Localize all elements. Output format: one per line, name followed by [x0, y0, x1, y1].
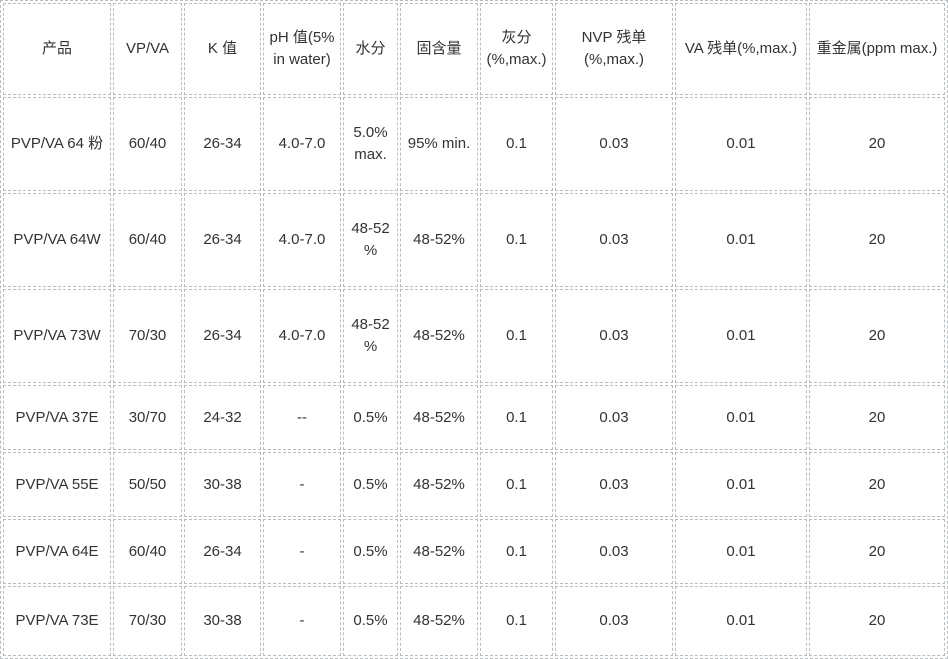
cell-moisture: 0.5% — [343, 452, 398, 517]
cell-k-value: 26-34 — [184, 289, 261, 383]
column-header-k-value: K 值 — [184, 3, 261, 95]
cell-vp-va: 60/40 — [113, 519, 182, 584]
cell-ash: 0.1 — [480, 289, 553, 383]
cell-vp-va: 60/40 — [113, 97, 182, 191]
cell-solid-content: 95% min. — [400, 97, 478, 191]
cell-solid-content: 48-52% — [400, 586, 478, 656]
cell-moisture: 5.0% max. — [343, 97, 398, 191]
cell-solid-content: 48-52% — [400, 519, 478, 584]
column-header-solid-content: 固含量 — [400, 3, 478, 95]
header-row: 产品 VP/VA K 值 pH 值(5% in water) 水分 固含量 灰分 (%,ma… — [3, 3, 945, 95]
cell-va-residual: 0.01 — [675, 452, 807, 517]
cell-product: PVP/VA 73E — [3, 586, 111, 656]
column-header-ph-value: pH 值(5% in water) — [263, 3, 341, 95]
cell-ash: 0.1 — [480, 385, 553, 450]
cell-ph-value: 4.0-7.0 — [263, 289, 341, 383]
cell-ash: 0.1 — [480, 519, 553, 584]
cell-k-value: 26-34 — [184, 97, 261, 191]
cell-moisture: 0.5% — [343, 385, 398, 450]
cell-product: PVP/VA 64E — [3, 519, 111, 584]
cell-ash: 0.1 — [480, 586, 553, 656]
table-row: PVP/VA 73E 70/30 30-38-0.5% 48-52% 0.1 0.03 0.… — [3, 586, 945, 656]
cell-ash: 0.1 — [480, 452, 553, 517]
cell-va-residual: 0.01 — [675, 289, 807, 383]
cell-moisture: 48-52 % — [343, 289, 398, 383]
cell-vp-va: 60/40 — [113, 193, 182, 287]
table-row: PVP/VA 37E 30/70 24-32 -- 0.5% 48-52% 0.1 0.03 0… — [3, 385, 945, 450]
cell-product: PVP/VA 73W — [3, 289, 111, 383]
cell-solid-content: 48-52% — [400, 385, 478, 450]
cell-k-value: 30-38 — [184, 586, 261, 656]
column-header-nvp-residual: NVP 残单 (%,max.) — [555, 3, 673, 95]
cell-solid-content: 48-52% — [400, 452, 478, 517]
cell-k-value: 24-32 — [184, 385, 261, 450]
table-row: PVP/VA 64E 60/40 26-34-0.5% 48-52% 0.1 0.03 0.… — [3, 519, 945, 584]
cell-heavy-metals: 20 — [809, 519, 945, 584]
column-header-heavy-metals: 重金属(ppm max.) — [809, 3, 945, 95]
cell-ash: 0.1 — [480, 97, 553, 191]
cell-nvp-residual: 0.03 — [555, 452, 673, 517]
cell-heavy-metals: 20 — [809, 452, 945, 517]
cell-heavy-metals: 20 — [809, 385, 945, 450]
table-row: PVP/VA 64W 60/40 26-34 4.0-7.0 48-52 % 48-52%… — [3, 193, 945, 287]
cell-vp-va: 70/30 — [113, 289, 182, 383]
cell-k-value: 26-34 — [184, 519, 261, 584]
cell-va-residual: 0.01 — [675, 193, 807, 287]
cell-va-residual: 0.01 — [675, 97, 807, 191]
column-header-ash: 灰分 (%,max.) — [480, 3, 553, 95]
cell-product: PVP/VA 64 粉 — [3, 97, 111, 191]
cell-vp-va: 50/50 — [113, 452, 182, 517]
cell-nvp-residual: 0.03 — [555, 586, 673, 656]
cell-nvp-residual: 0.03 — [555, 519, 673, 584]
cell-nvp-residual: 0.03 — [555, 289, 673, 383]
table-row: PVP/VA 55E 50/50 30-38-0.5% 48-52% 0.1 0.03 0.… — [3, 452, 945, 517]
column-header-va-residual: VA 残单(%,max.) — [675, 3, 807, 95]
table-row: PVP/VA 73W 70/30 26-34 4.0-7.0 48-52 % 48-52%… — [3, 289, 945, 383]
cell-heavy-metals: 20 — [809, 97, 945, 191]
cell-ph-value: - — [263, 452, 341, 517]
cell-product: PVP/VA 55E — [3, 452, 111, 517]
cell-heavy-metals: 20 — [809, 193, 945, 287]
cell-va-residual: 0.01 — [675, 586, 807, 656]
column-header-product: 产品 — [3, 3, 111, 95]
cell-solid-content: 48-52% — [400, 193, 478, 287]
cell-solid-content: 48-52% — [400, 289, 478, 383]
cell-moisture: 48-52 % — [343, 193, 398, 287]
cell-ph-value: 4.0-7.0 — [263, 193, 341, 287]
table-body: PVP/VA 64 粉 60/40 26-34 4.0-7.0 5.0% max. 95%… — [3, 97, 945, 656]
column-header-moisture: 水分 — [343, 3, 398, 95]
cell-ph-value: - — [263, 519, 341, 584]
cell-vp-va: 30/70 — [113, 385, 182, 450]
cell-k-value: 26-34 — [184, 193, 261, 287]
cell-product: PVP/VA 37E — [3, 385, 111, 450]
cell-k-value: 30-38 — [184, 452, 261, 517]
cell-va-residual: 0.01 — [675, 385, 807, 450]
table-row: PVP/VA 64 粉 60/40 26-34 4.0-7.0 5.0% max. 95%… — [3, 97, 945, 191]
cell-heavy-metals: 20 — [809, 289, 945, 383]
cell-vp-va: 70/30 — [113, 586, 182, 656]
cell-nvp-residual: 0.03 — [555, 385, 673, 450]
cell-moisture: 0.5% — [343, 519, 398, 584]
cell-ash: 0.1 — [480, 193, 553, 287]
cell-ph-value: -- — [263, 385, 341, 450]
cell-ph-value: 4.0-7.0 — [263, 97, 341, 191]
cell-nvp-residual: 0.03 — [555, 193, 673, 287]
cell-product: PVP/VA 64W — [3, 193, 111, 287]
cell-moisture: 0.5% — [343, 586, 398, 656]
cell-heavy-metals: 20 — [809, 586, 945, 656]
column-header-vp-va: VP/VA — [113, 3, 182, 95]
cell-ph-value: - — [263, 586, 341, 656]
cell-va-residual: 0.01 — [675, 519, 807, 584]
cell-nvp-residual: 0.03 — [555, 97, 673, 191]
